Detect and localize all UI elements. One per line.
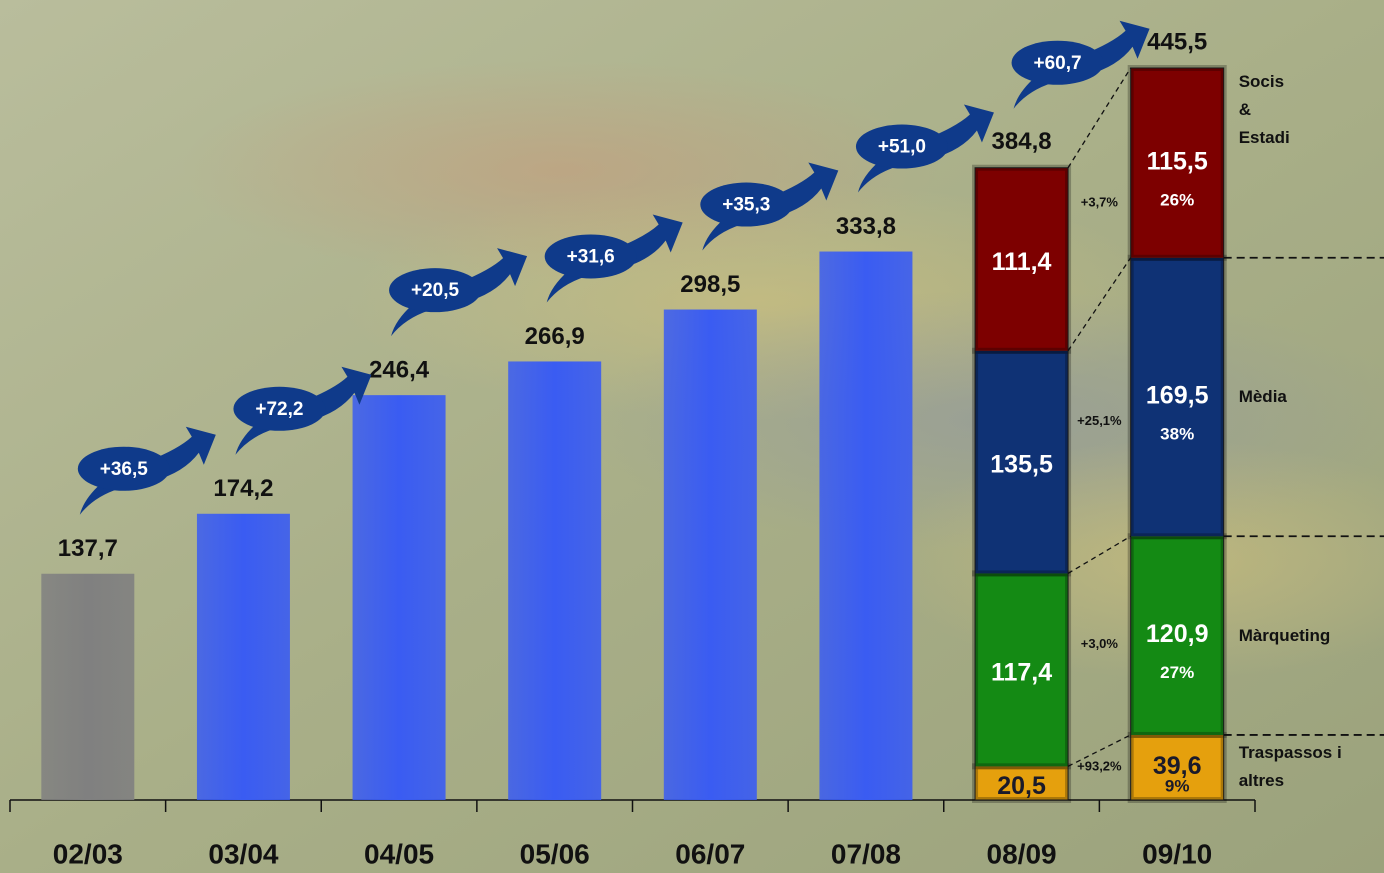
x-tick-label: 09/10: [1142, 838, 1212, 869]
share-label: 26%: [1160, 190, 1194, 209]
segment-label: 115,5: [1147, 147, 1208, 175]
x-tick-label: 02/03: [53, 838, 123, 869]
change-label: +36,5: [100, 459, 149, 480]
page: 02/03 03/04 04/05 05/06 06/07 07/08 08/09 09/10…: [0, 0, 1384, 873]
bar: [41, 574, 134, 800]
legend-entry: Traspassos i altres: [1239, 739, 1384, 795]
x-tick-label: 07/08: [831, 838, 901, 869]
bar: [819, 252, 912, 800]
segment-label: 169,5: [1146, 382, 1209, 410]
bar: [353, 395, 446, 800]
bar: [664, 310, 757, 800]
value-label: 266,9: [525, 323, 585, 350]
growth-label: +3,7%: [1081, 195, 1119, 210]
change-label: +35,3: [722, 195, 770, 216]
legend-entry: Socis & Estadi: [1239, 68, 1299, 152]
value-label: 246,4: [369, 356, 430, 383]
value-label: 137,7: [58, 535, 118, 562]
segment-label: 117,4: [991, 658, 1052, 686]
x-tick-label: 04/05: [364, 838, 434, 869]
x-tick-label: 05/06: [520, 838, 590, 869]
segment-label: 120,9: [1146, 620, 1209, 648]
growth-label: +93,2%: [1077, 759, 1122, 774]
growth-label: +3,0%: [1081, 636, 1119, 651]
bar: [508, 361, 601, 800]
change-label: +60,7: [1034, 53, 1082, 74]
change-label: +20,5: [411, 280, 460, 301]
x-tick-label: 03/04: [208, 838, 278, 869]
change-label: +72,2: [255, 399, 303, 420]
share-label: 38%: [1160, 425, 1194, 444]
x-tick-label: 06/07: [675, 838, 745, 869]
segment-label: 135,5: [990, 451, 1053, 479]
chart: 02/03 03/04 04/05 05/06 06/07 07/08 08/09 09/10…: [0, 0, 1384, 873]
total-label: 384,8: [992, 128, 1052, 155]
share-label: 27%: [1160, 663, 1194, 682]
share-label: 9%: [1165, 776, 1190, 795]
legend-entry: Mèdia: [1239, 383, 1384, 411]
value-label: 333,8: [836, 213, 896, 240]
change-label: +51,0: [878, 137, 926, 158]
total-label: 445,5: [1147, 28, 1207, 55]
x-tick-label: 08/09: [987, 838, 1057, 869]
bar: [197, 514, 290, 800]
segment-label: 111,4: [992, 248, 1052, 276]
legend-entry: Màrqueting: [1239, 622, 1384, 650]
value-label: 298,5: [680, 271, 740, 298]
growth-label: +25,1%: [1077, 413, 1122, 428]
segment-label: 20,5: [997, 772, 1046, 800]
value-label: 174,2: [213, 475, 273, 502]
change-label: +31,6: [567, 246, 615, 267]
